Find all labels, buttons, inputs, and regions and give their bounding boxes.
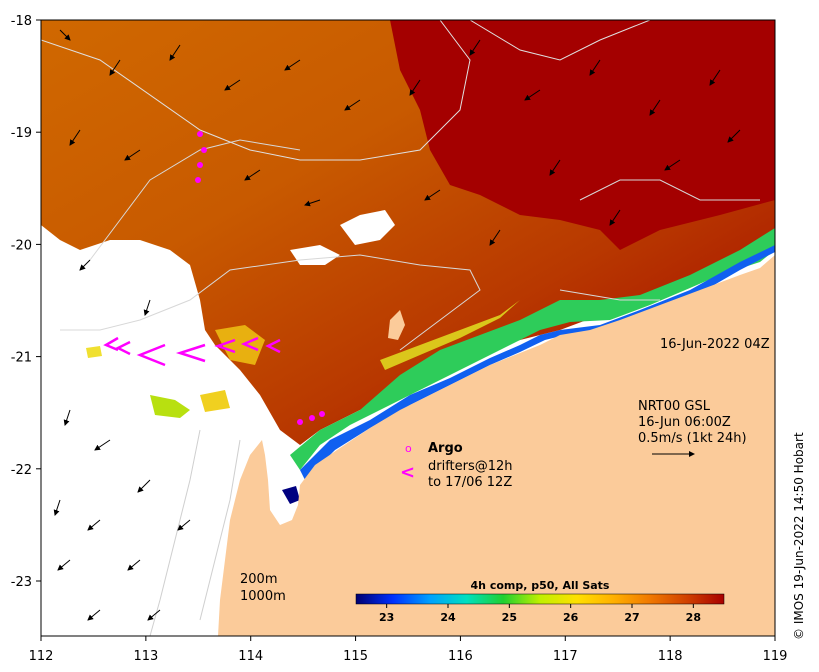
sst-west-patch-1 [150,395,190,418]
colorbar-tick-label: 27 [624,611,639,624]
x-axis: 112 113 114 115 116 117 118 119 [29,636,788,664]
sst-hot-region [390,20,775,250]
sst-west-patch-3 [215,325,265,365]
x-tick-label: 116 [448,649,473,664]
drifter-legend-line2: to 17/06 12Z [428,475,512,490]
isobath-200-label: 200m [240,572,277,587]
land-mass [218,255,775,636]
argo-legend-symbol: o [405,442,412,455]
colorbar-ticks: 23 24 25 26 27 28 [379,604,701,624]
colorbar-tick-label: 26 [563,611,579,624]
current-vectors [53,29,741,621]
colorbar-tick-label: 23 [379,611,394,624]
current-scale-label: 0.5m/s (1kt 24h) [638,431,747,446]
isobath-200m [41,20,651,161]
sst-cold-coastal-strip [300,245,775,480]
cloud-gap-1 [340,210,395,245]
x-tick-label: 117 [553,649,578,664]
x-tick-label: 115 [343,649,368,664]
x-tick-label: 118 [658,649,683,664]
colorbar-title: 4h comp, p50, All Sats [471,579,610,592]
colorbar-tick-label: 25 [502,611,517,624]
drifter-tracks [103,336,281,367]
y-tick-label: -22 [11,463,32,478]
y-tick-label: -23 [11,575,32,590]
x-tick-label: 113 [133,649,158,664]
sst-west-patch-4 [86,346,102,358]
argo-floats [195,131,325,425]
colorbar-tick-label: 24 [440,611,456,624]
sst-west-patch-2 [200,390,230,412]
current-time-label: 16-Jun 06:00Z [638,415,731,430]
y-tick-label: -21 [11,351,32,366]
x-tick-label: 119 [763,649,788,664]
drifter-legend-symbol: < [400,462,415,483]
isobath-1000-label: 1000m [240,589,286,604]
current-source-label: NRT00 GSL [638,399,711,414]
isobath-west [149,429,241,636]
x-tick-label: 112 [29,649,54,664]
date-label: 16-Jun-2022 04Z [660,337,770,352]
colorbar-tick-label: 28 [686,611,701,624]
argo-legend-label: Argo [428,441,463,456]
colorbar [355,593,725,605]
y-tick-label: -19 [11,126,32,141]
x-tick-label: 114 [238,649,263,664]
y-tick-label: -20 [11,238,32,253]
sst-coldest-patch [282,486,300,504]
y-axis: -18 -19 -20 -21 -22 -23 [11,14,41,590]
plot-frame [40,19,776,637]
sst-yellow-fringe [380,300,520,370]
y-tick-label: -18 [11,14,32,29]
island [388,310,405,340]
copyright-label: © IMOS 19-Jun-2022 14:50 Hobart [792,432,806,640]
isobath-1000m [60,139,760,351]
drifter-legend-line1: drifters@12h [428,459,513,474]
